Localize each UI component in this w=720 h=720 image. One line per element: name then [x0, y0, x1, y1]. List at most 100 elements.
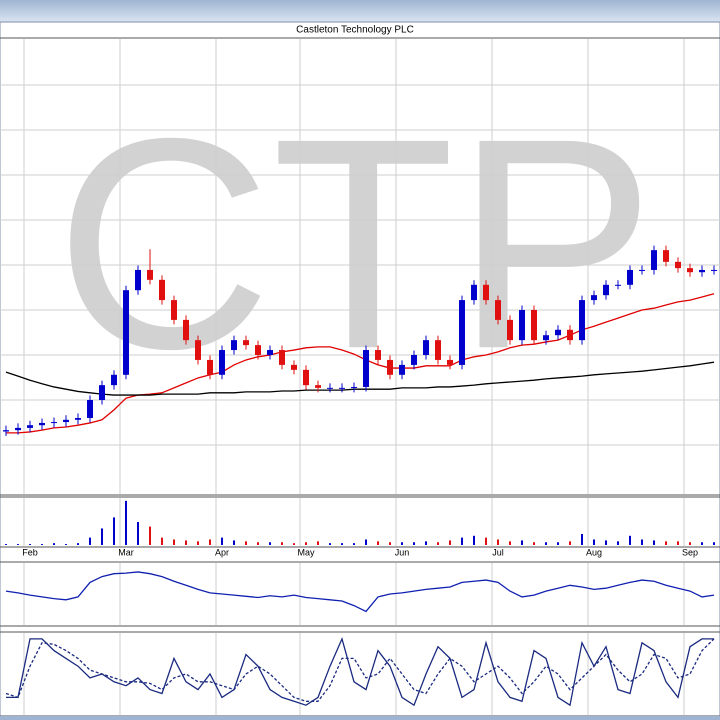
volume-panel — [0, 496, 720, 548]
volume-bar — [341, 543, 343, 545]
x-tick-label: Mar — [118, 547, 134, 557]
candle-body — [375, 350, 381, 360]
volume-bar — [185, 540, 187, 545]
volume-bar — [173, 539, 175, 545]
candle-body — [387, 359, 393, 375]
volume-bar — [233, 540, 235, 545]
volume-bar — [401, 542, 403, 545]
volume-bar — [713, 542, 715, 545]
volume-bar — [437, 542, 439, 545]
volume-bar — [5, 544, 7, 545]
volume-bar — [209, 539, 211, 545]
candle-body — [111, 374, 117, 386]
volume-bar — [89, 537, 91, 545]
volume-bar — [569, 541, 571, 545]
volume-bar — [149, 526, 151, 545]
candle-body — [87, 400, 93, 418]
price-panel — [0, 37, 720, 496]
candle-body — [99, 385, 105, 400]
candle-body — [615, 284, 621, 286]
volume-bar — [545, 542, 547, 545]
indicator-line — [5, 571, 715, 613]
candle-body — [699, 269, 705, 273]
candle-body — [231, 340, 237, 351]
volume-bar — [533, 542, 535, 545]
chart-title: Castleton Technology PLC — [296, 25, 414, 36]
volume-bar — [17, 544, 19, 545]
candle-body — [27, 425, 33, 428]
candle-body — [651, 250, 657, 270]
volume-bar — [497, 539, 499, 545]
candle-body — [447, 359, 453, 365]
volume-bar — [389, 542, 391, 545]
indicator-panel — [0, 561, 720, 627]
candle-body — [351, 386, 357, 388]
candle-body — [63, 419, 69, 423]
candle-body — [219, 350, 225, 375]
volume-bar — [653, 540, 655, 545]
candle-body — [327, 387, 333, 389]
x-tick-label: Sep — [682, 547, 698, 557]
volume-bar — [461, 537, 463, 545]
volume-bar — [425, 541, 427, 545]
volume-bar — [101, 528, 103, 545]
volume-bar — [161, 537, 163, 545]
moving-average-line — [6, 293, 715, 434]
volume-bar — [281, 542, 283, 545]
candle-body — [603, 284, 609, 296]
volume-bar — [317, 541, 319, 545]
candle-body — [291, 364, 297, 370]
candle-body — [543, 335, 549, 341]
candle-body — [195, 340, 201, 360]
volume-bar — [41, 544, 43, 545]
candle-body — [519, 310, 525, 341]
candle-body — [675, 261, 681, 269]
candle-body — [363, 350, 369, 387]
x-tick-label: Apr — [215, 547, 229, 557]
volume-bar — [197, 541, 199, 545]
volume-bar — [245, 541, 247, 545]
candle-body — [711, 269, 717, 271]
x-tick-label: Jul — [492, 547, 504, 557]
volume-bar — [413, 542, 415, 545]
volume-bar — [701, 542, 703, 545]
candle-body — [207, 359, 213, 375]
candle-body — [663, 250, 669, 262]
x-tick-label: Aug — [586, 547, 602, 557]
volume-bar — [305, 542, 307, 545]
candle-body — [639, 269, 645, 271]
indicator-line — [6, 636, 714, 707]
candle-body — [687, 268, 693, 273]
candle-body — [243, 340, 249, 346]
candle-body — [483, 284, 489, 301]
candle-body — [3, 430, 9, 432]
volume-bar — [677, 541, 679, 545]
candle-body — [123, 290, 129, 375]
candle-body — [423, 340, 429, 355]
volume-bar — [557, 542, 559, 545]
volume-bar — [113, 517, 115, 545]
window-border — [0, 716, 720, 720]
volume-bar — [365, 539, 367, 545]
candle-body — [147, 269, 153, 280]
volume-bar — [329, 543, 331, 545]
x-tick-label: Jun — [395, 547, 410, 557]
candle-body — [459, 300, 465, 365]
candle-body — [315, 385, 321, 388]
volume-bar — [377, 541, 379, 545]
candle-body — [15, 427, 21, 431]
volume-bar — [449, 540, 451, 545]
candle-body — [279, 350, 285, 365]
candle-body — [267, 350, 273, 355]
volume-bar — [125, 500, 127, 545]
volume-bar — [137, 522, 139, 545]
volume-bar — [353, 543, 355, 545]
volume-bar — [593, 539, 595, 545]
volume-bar — [485, 537, 487, 545]
candle-body — [183, 319, 189, 341]
volume-bar — [641, 539, 643, 545]
candle-body — [591, 295, 597, 301]
volume-bar — [65, 544, 67, 545]
candle-body — [507, 319, 513, 341]
candle-body — [495, 300, 501, 320]
